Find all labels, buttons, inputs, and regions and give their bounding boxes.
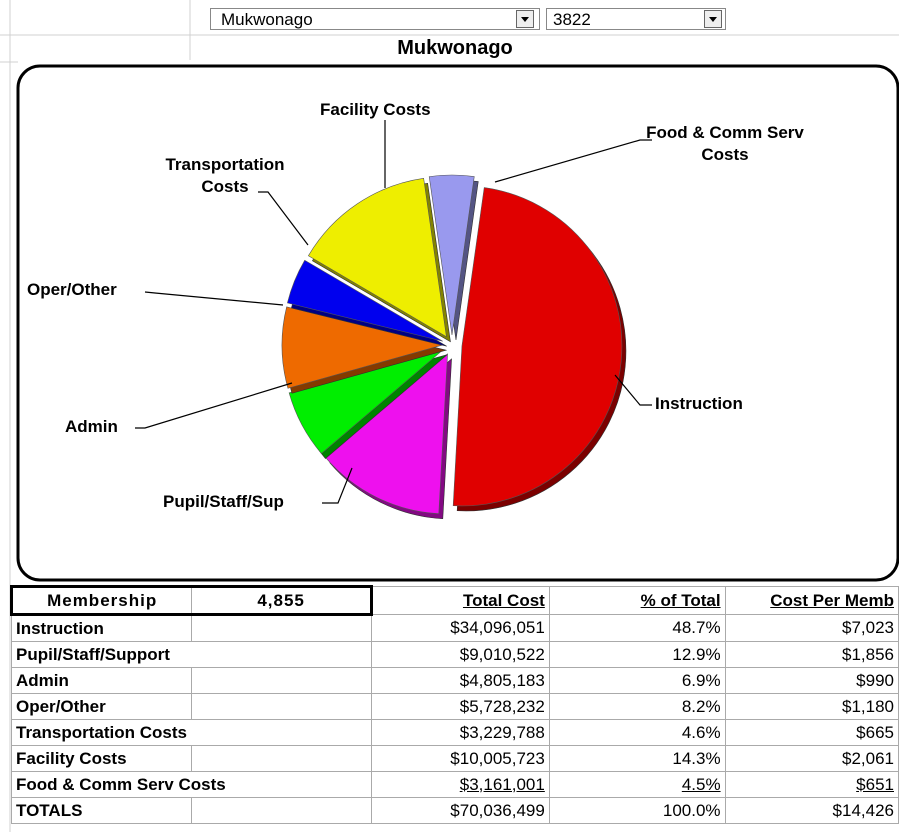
table-cell: $1,180: [724, 693, 899, 720]
table-cell: $7,023: [724, 614, 899, 642]
header-row: Membership 4,855 Total Cost% of Total Cost …: [9, 585, 899, 616]
slice-label: Food & Comm Serv Costs: [646, 123, 804, 164]
table-cell: $4,805,183: [370, 667, 550, 694]
table-cell: TOTALS: [10, 797, 193, 824]
pie: [281, 174, 627, 520]
table-cell: $3,229,788: [370, 719, 550, 746]
empty-cell: [191, 745, 372, 772]
table-row: Pupil/Staff/Support $9,010,522 12.9% $1,856: [11, 641, 899, 668]
pie-slice: [452, 187, 623, 507]
table-cell: $10,005,723: [370, 745, 550, 772]
table-cell: Cost Per Memb: [724, 586, 899, 615]
table-row: Instruction $34,096,051 48.7% $7,023: [10, 614, 899, 642]
empty-cell: [191, 797, 372, 824]
table-cell: 6.9%: [548, 667, 726, 694]
district-dropdown[interactable]: Mukwonago: [210, 8, 540, 30]
table-cell: $651: [724, 771, 899, 798]
table-cell: 48.7%: [548, 614, 726, 642]
table-cell: $665: [724, 719, 899, 746]
slice-label: Transportation Costs: [165, 155, 285, 196]
table-cell: $1,856: [724, 641, 899, 668]
slice-label: Admin: [65, 417, 118, 436]
table-cell: 4.6%: [548, 719, 726, 746]
table-row: Food & Comm Serv Costs $3,161,001 4.5% $651: [11, 771, 899, 798]
slice-label: Instruction: [655, 394, 743, 413]
table-cell: 4,855: [191, 585, 373, 616]
empty-cell: [191, 693, 372, 720]
table-cell: 100.0%: [548, 797, 726, 824]
table-cell: $9,010,522: [370, 641, 550, 668]
table-cell: Total Cost: [370, 586, 550, 615]
table-cell: % of Total: [548, 586, 726, 615]
pie-slice: [287, 259, 443, 342]
pie-slice: [325, 353, 448, 515]
code-dropdown[interactable]: 3822: [546, 8, 726, 30]
pie-slice: [428, 174, 475, 336]
table-row: Facility Costs $10,005,723 14.3% $2,061: [10, 745, 899, 772]
dropdown-button[interactable]: [516, 10, 534, 28]
table-cell: $990: [724, 667, 899, 694]
empty-cell: [191, 667, 372, 694]
table-cell: Food & Comm Serv Costs: [11, 771, 372, 798]
chart-title: Mukwonago: [397, 37, 513, 59]
dropdown-button[interactable]: [704, 10, 722, 28]
table-row: Admin $4,805,183 6.9% $990: [10, 667, 899, 694]
table-cell: 12.9%: [548, 641, 726, 668]
slice-label: Facility Costs: [320, 100, 431, 119]
table-cell: Instruction: [10, 614, 193, 642]
pie-slice: [307, 177, 447, 338]
table-cell: Pupil/Staff/Support: [11, 641, 372, 668]
table-cell: $70,036,499: [370, 797, 550, 824]
table-cell: $2,061: [724, 745, 899, 772]
table-cell: $5,728,232: [370, 693, 550, 720]
table-cell: Facility Costs: [10, 745, 193, 772]
empty-cell: [191, 614, 372, 642]
table-cell: Membership: [9, 585, 193, 616]
slice-label: Oper/Other: [27, 280, 117, 299]
pie-slice: [281, 306, 444, 389]
table-row: Oper/Other $5,728,232 8.2% $1,180: [10, 693, 899, 720]
table-cell: 8.2%: [548, 693, 726, 720]
pie-slice: [288, 349, 444, 454]
table-row: TOTALS $70,036,499 100.0% $14,426: [10, 797, 899, 824]
cost-table: Membership 4,855 Total Cost% of Total Cost …: [9, 585, 899, 824]
table-cell: 4.5%: [548, 771, 726, 798]
table-cell: Transportation Costs: [11, 719, 372, 746]
leader-lines: [135, 120, 652, 504]
table-row: Transportation Costs $3,229,788 4.6% $665: [11, 719, 899, 746]
table-cell: $3,161,001: [370, 771, 550, 798]
table-cell: Oper/Other: [10, 693, 193, 720]
table-cell: 14.3%: [548, 745, 726, 772]
table-cell: Admin: [10, 667, 193, 694]
table-cell: $14,426: [724, 797, 899, 824]
slice-label: Pupil/Staff/Sup: [163, 492, 284, 511]
table-cell: $34,096,051: [370, 614, 550, 642]
